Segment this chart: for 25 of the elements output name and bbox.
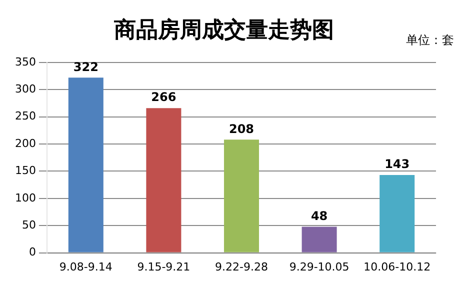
x-tick-label: 9.22-9.28 <box>215 260 268 274</box>
data-label: 266 <box>151 90 176 104</box>
x-tick-label: 10.06-10.12 <box>364 260 431 274</box>
y-tick-label: 350 <box>14 55 36 68</box>
y-tick-label: 200 <box>14 136 36 150</box>
data-label: 208 <box>228 122 254 136</box>
bar <box>146 108 182 252</box>
text: 单位：套 <box>406 33 454 47</box>
data-label: 48 <box>310 208 328 223</box>
bar <box>224 140 260 252</box>
y-tick-label: 50 <box>22 218 36 232</box>
x-tick-label: 9.15-9.21 <box>137 260 190 274</box>
bar <box>68 78 104 252</box>
y-tick-label: 100 <box>14 191 36 204</box>
chart-title: 商品房周成交量走势图 <box>113 16 334 43</box>
y-tick-label: 0 <box>28 246 36 259</box>
y-tick-label: 300 <box>14 82 36 96</box>
bar <box>380 175 415 252</box>
y-tick-label: 150 <box>14 164 36 178</box>
bar <box>302 226 337 252</box>
data-label: 143 <box>384 157 410 172</box>
x-tick-label: 9.29-10.05 <box>289 260 350 274</box>
y-tick-label: 250 <box>14 110 36 123</box>
x-tick-label: 9.08-9.14 <box>59 260 112 274</box>
data-label: 322 <box>73 60 98 74</box>
